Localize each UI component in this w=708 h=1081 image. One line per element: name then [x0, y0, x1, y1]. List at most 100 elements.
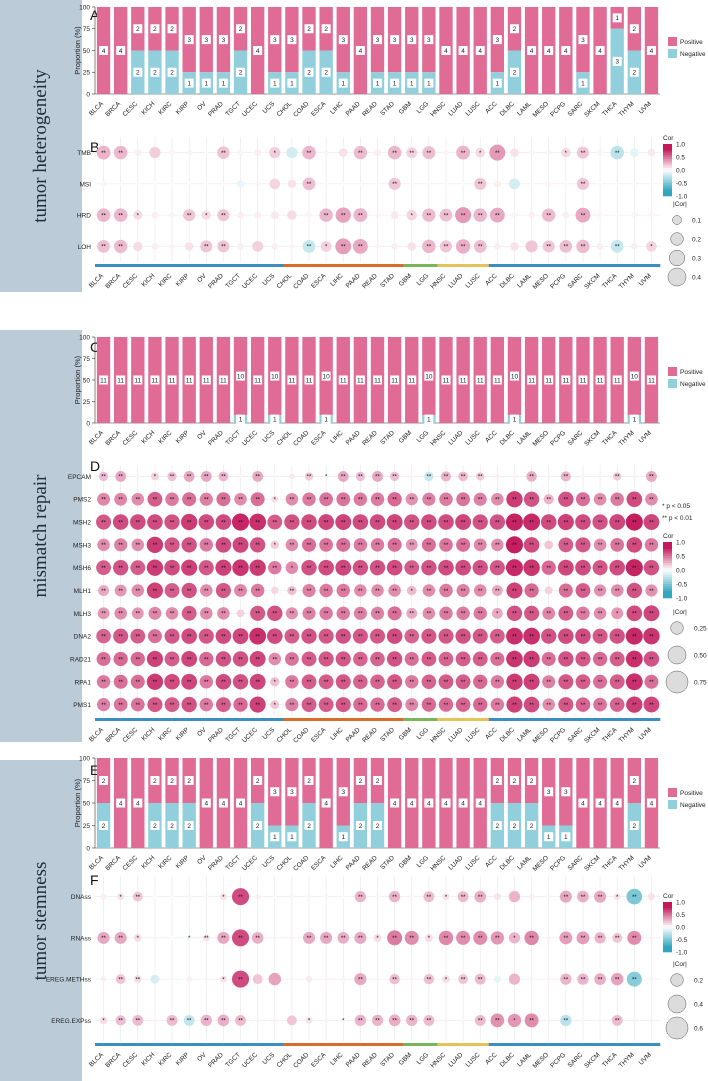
panel-d-bubble-mlh1-pcpg — [558, 583, 573, 598]
panel-d-sig-pms1-thca: ** — [615, 703, 620, 709]
panel-d-bubble-pms2-meso — [543, 494, 554, 505]
panel-d-group-bar-ov — [197, 718, 216, 721]
panel-f-bubble-ereg.expss-ucs — [272, 1018, 277, 1023]
panel-b-bubble-tmb-lgg — [422, 146, 436, 160]
panel-a-label-pos-pcpg: 4 — [564, 48, 568, 55]
panel-f-bubble-rnass-lgg — [425, 934, 433, 942]
panel-b-tick-skcm: SKCM — [583, 272, 601, 290]
panel-d-bubble-rad21-acc — [490, 651, 505, 666]
panel-d-bubble-pms2-coad — [302, 492, 316, 506]
panel-f-bubble-dnass-kich — [152, 894, 158, 899]
panel-d-sig-mlh1-read: ** — [375, 589, 380, 595]
panel-d-sig-msh6-ucs: ** — [272, 566, 277, 572]
panel-b-bubble-loh-sarc — [576, 239, 590, 254]
panel-b-size-legend-value-2: 0.3 — [692, 255, 701, 262]
panel-f-bubble-dnass-kirc — [170, 895, 174, 899]
panel-d-sig-epcam-read: ** — [375, 475, 380, 481]
panel-e-label-box-pos-meso — [544, 787, 554, 797]
panel-f-bubble-ereg.expss-dlbc — [507, 1013, 522, 1028]
panel-f-bubble-ereg.methss-laml — [529, 976, 534, 982]
panel-d-sig-msh3-read: ** — [375, 543, 380, 549]
panel-e-tick-chol: CHOL — [276, 854, 294, 872]
panel-c-tick-tgct: TGCT — [224, 429, 241, 446]
panel-f-colorbar-step-15 — [663, 933, 672, 936]
panel-a-label-box-neg-thca — [612, 56, 622, 66]
panel-b-bubble-msi-tgct — [236, 180, 245, 188]
panel-d-bubble-rpa1-stad — [387, 674, 403, 690]
panel-f-sig-rnass-read: * — [376, 936, 379, 942]
panel-d-bubble-pms1-luad — [455, 697, 471, 712]
panel-f-sig-dnass-hnsc: * — [445, 895, 448, 901]
panel-f-bubble-ereg.expss-paad — [354, 1014, 367, 1027]
panel-b-bubble-msi-lihc — [341, 181, 346, 186]
panel-d-sig-mlh3-read: ** — [375, 612, 380, 618]
panel-d-sig-mlh3-cesc: ** — [135, 612, 140, 618]
panel-d-sig-msh6-esca: ** — [324, 566, 329, 572]
panel-d-sig-rad21-gbm: ** — [409, 657, 414, 663]
panel-b-bubble-msi-thca — [615, 181, 620, 186]
panel-d-sig-dna2-brca: ** — [118, 634, 123, 640]
panel-b-bubble-hrd-read — [374, 212, 381, 218]
panel-f-colorbar-step-23 — [663, 949, 672, 953]
panel-e-tick-read: READ — [361, 854, 379, 872]
panel-e-label-box-neg-kich — [150, 821, 160, 830]
panel-c-legend-negative: Negative — [680, 381, 706, 388]
panel-a-ytick-0: 0 — [86, 91, 90, 98]
panel-d-row-epcam: EPCAM — [68, 474, 91, 481]
panel-a-label-box-pos-hnsc — [441, 46, 451, 55]
panel-f-tick-brca: BRCA — [104, 1051, 122, 1069]
panel-d-sig-rad21-kirc: ** — [170, 657, 175, 663]
panel-e-label-pos-stad: 4 — [393, 800, 397, 807]
panel-e-label-pos-ucs: 3 — [273, 789, 277, 796]
panel-f-tick-skcm: SKCM — [583, 1051, 601, 1069]
panel-a-label-box-neg-ucs — [270, 78, 280, 88]
panel-d-bubble-mlh1-read — [371, 584, 384, 597]
panel-d-sig-rad21-hnsc: ** — [444, 657, 449, 663]
panel-f-sig-rnass-cesc: * — [137, 936, 140, 942]
panel-b-colorbar-tick-0: 0.0 — [676, 167, 685, 174]
panel-b-bubble-hrd-sarc — [575, 207, 591, 223]
panel-d-sig-mlh1-kirc: ** — [170, 589, 175, 595]
panel-d-sig-epcam-uvm: ** — [649, 475, 654, 481]
panel-d-sig-mlh1-tgct: ** — [238, 589, 243, 595]
panel-d-tick-read: READ — [361, 726, 379, 744]
panel-d-sig-msh2-chol: ** — [290, 520, 295, 526]
panel-f-bubble-rnass-cesc — [133, 934, 142, 942]
panel-d-sig-msh2-esca: ** — [324, 520, 329, 526]
panel-a-label-box-neg-prad — [218, 78, 228, 88]
panel-d-sig-dna2-esca: ** — [324, 634, 329, 640]
panel-a-ylabel: Proportion (%) — [73, 26, 82, 75]
panel-d-bubble-pms1-kirp — [181, 696, 197, 713]
panel-c-tick-gbm: GBM — [398, 429, 413, 444]
panel-d-sig-msh2-luad: ** — [461, 520, 466, 526]
panel-b-bubble-loh-uvm — [646, 241, 657, 252]
panel-c-label-box-pos-ucec — [253, 375, 263, 385]
panel-c-label-box-pos-prad — [218, 375, 228, 385]
panel-f-tick-esca: ESCA — [310, 1051, 328, 1069]
panel-d-group-bar-lihc — [334, 718, 353, 721]
panel-d-sig-rad21-coad: ** — [307, 657, 312, 663]
panel-e-tick-tgct: TGCT — [224, 854, 241, 871]
panel-b-group-bar-blca — [95, 264, 113, 267]
panel-d-sig-dna2-ov: ** — [204, 634, 209, 640]
panel-d-bubble-dna2-skcm — [592, 628, 608, 644]
panel-f-sig-rnass-lgg: * — [428, 936, 431, 942]
panel-d-sig-mlh3-lusc: ** — [478, 612, 483, 618]
panel-c-label-pos-kirp: 11 — [186, 377, 193, 384]
panel-d-sig-mlh3-hnsc: ** — [444, 612, 449, 618]
panel-e-label-box-pos-prad — [218, 798, 228, 808]
panel-d-bubble-mlh1-gbm — [406, 585, 417, 596]
panel-d-sig-msh6-laml: ** — [529, 566, 534, 572]
panel-d-sig-mlh3-lgg: ** — [427, 612, 432, 618]
panel-d-bubble-epcam-kirc — [167, 471, 177, 482]
panel-b-bubble-hrd-blca — [96, 208, 111, 222]
panel-d-bubble-msh6-acc — [489, 560, 505, 576]
panel-d-bubble-rpa1-esca — [318, 674, 334, 690]
panel-d-bubble-msh3-hnsc — [439, 538, 453, 552]
panel-d-group-bar-thym — [625, 718, 644, 721]
panel-d-bubble-dna2-sarc — [575, 628, 591, 644]
panel-d-bubble-rad21-ov — [199, 651, 214, 667]
panel-b-bubble-hrd-paad — [353, 208, 368, 223]
panel-f-sig-ereg.methss-thca: ** — [615, 977, 620, 983]
panel-f-tick-chol: CHOL — [276, 1051, 294, 1069]
